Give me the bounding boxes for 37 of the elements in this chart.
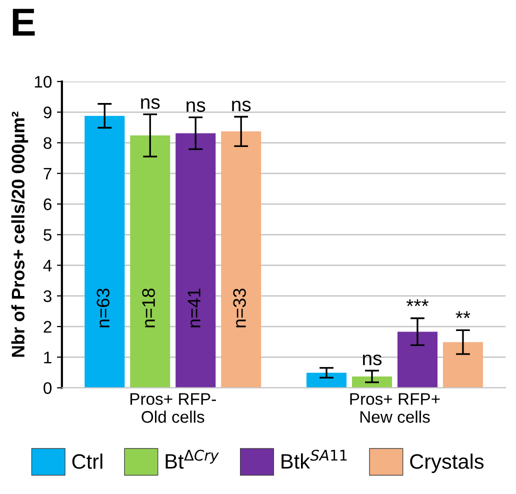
bar — [130, 135, 170, 388]
bar — [221, 131, 262, 388]
y-tick-label: 8 — [44, 137, 52, 149]
chart-title: E — [12, 8, 35, 36]
data-label: ns — [232, 100, 251, 112]
x-tick-label: Pros+ RFP+ New cells — [350, 393, 440, 423]
legend-label: Ctrl — [72, 454, 102, 469]
data-label: ns — [186, 101, 206, 112]
y-axis-title: Nbr of Pros+ cells/20 000µm² — [11, 112, 28, 357]
y-tick-label: 1 — [44, 352, 52, 364]
legend-label: Bt$^{ΔCry}$ — [166, 450, 219, 469]
y-tick-label: 5 — [44, 229, 52, 241]
data-label: ns — [363, 354, 382, 366]
x-tick-label: Pros+ RFP- Old cells — [130, 393, 216, 423]
bar — [176, 133, 216, 388]
bar — [397, 332, 438, 388]
y-tick-label: 6 — [44, 198, 52, 210]
y-tick-label: 4 — [43, 260, 52, 272]
legend-label: Btk$^{SA11}$ — [282, 450, 347, 469]
bar — [442, 342, 483, 388]
legend-label: Crystals — [410, 454, 484, 474]
y-tick-label: 7 — [44, 168, 52, 180]
annotation: n=63 — [96, 288, 110, 328]
y-tick-label: 9 — [44, 106, 52, 118]
y-tick-label: 2 — [44, 320, 52, 333]
data-label: ** — [456, 311, 470, 318]
y-tick-label: 0 — [44, 382, 52, 394]
y-tick-label: 10 — [34, 76, 52, 88]
annotation: n=18 — [142, 288, 155, 328]
bar — [84, 116, 125, 388]
data-label: ns — [141, 98, 160, 109]
bar — [352, 376, 392, 388]
data-label: *** — [406, 299, 429, 306]
annotation: n=41 — [188, 288, 200, 328]
y-tick-label: 3 — [44, 290, 52, 302]
annotation: n=33 — [233, 288, 246, 328]
bar — [306, 372, 347, 388]
